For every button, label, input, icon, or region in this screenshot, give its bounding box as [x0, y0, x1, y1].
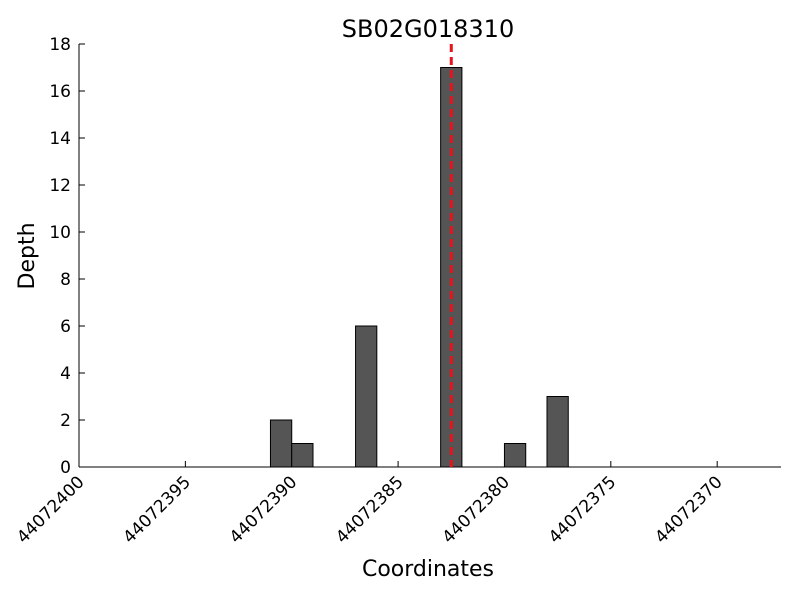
x-tick-label: 44072370	[651, 472, 726, 547]
bar	[291, 443, 314, 468]
y-tick-label: 6	[60, 317, 71, 337]
y-tick-label: 12	[49, 176, 71, 196]
x-tick-label: 44072375	[545, 472, 620, 547]
x-tick-label: 44072395	[120, 472, 195, 547]
y-tick-label: 0	[60, 458, 71, 478]
x-tick-label: 44072385	[332, 472, 407, 547]
x-tick-label: 44072380	[439, 472, 514, 547]
y-tick-label: 2	[60, 411, 71, 431]
bar	[546, 396, 569, 468]
y-axis-label: Depth	[15, 222, 40, 289]
y-tick-label: 18	[49, 35, 71, 55]
x-axis-label: Coordinates	[362, 557, 494, 582]
y-tick-label: 10	[49, 223, 71, 243]
chart-title: SB02G018310	[342, 15, 514, 43]
bar	[503, 443, 527, 468]
y-tick-label: 8	[60, 270, 71, 290]
x-tick-label: 44072400	[13, 472, 88, 547]
y-tick-label: 14	[49, 129, 71, 149]
y-tick-label: 4	[60, 364, 71, 384]
bar	[355, 325, 378, 468]
x-tick-label: 44072390	[226, 472, 301, 547]
y-tick-label: 16	[49, 82, 71, 102]
bar	[269, 419, 293, 468]
